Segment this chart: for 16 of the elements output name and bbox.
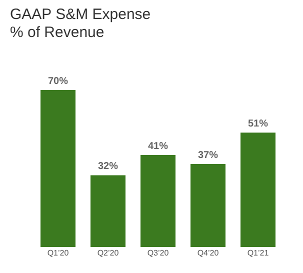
x-tick-label: Q1’21 [247, 248, 270, 258]
bar [140, 155, 176, 247]
bar [190, 164, 226, 247]
x-tick-label: Q1’20 [47, 248, 70, 258]
data-label: 37% [198, 150, 218, 162]
bar [40, 90, 76, 247]
bar [240, 132, 276, 247]
data-label: 70% [48, 76, 68, 87]
x-tick-label: Q3’20 [147, 248, 170, 258]
x-tick-label: Q2’20 [97, 248, 120, 258]
bar [90, 175, 126, 247]
chart-title: GAAP S&M Expense % of Revenue [10, 6, 151, 41]
data-label: 51% [248, 118, 268, 130]
data-label: 32% [98, 161, 118, 172]
data-label: 41% [148, 141, 168, 152]
x-tick-label: Q4’20 [197, 248, 220, 258]
